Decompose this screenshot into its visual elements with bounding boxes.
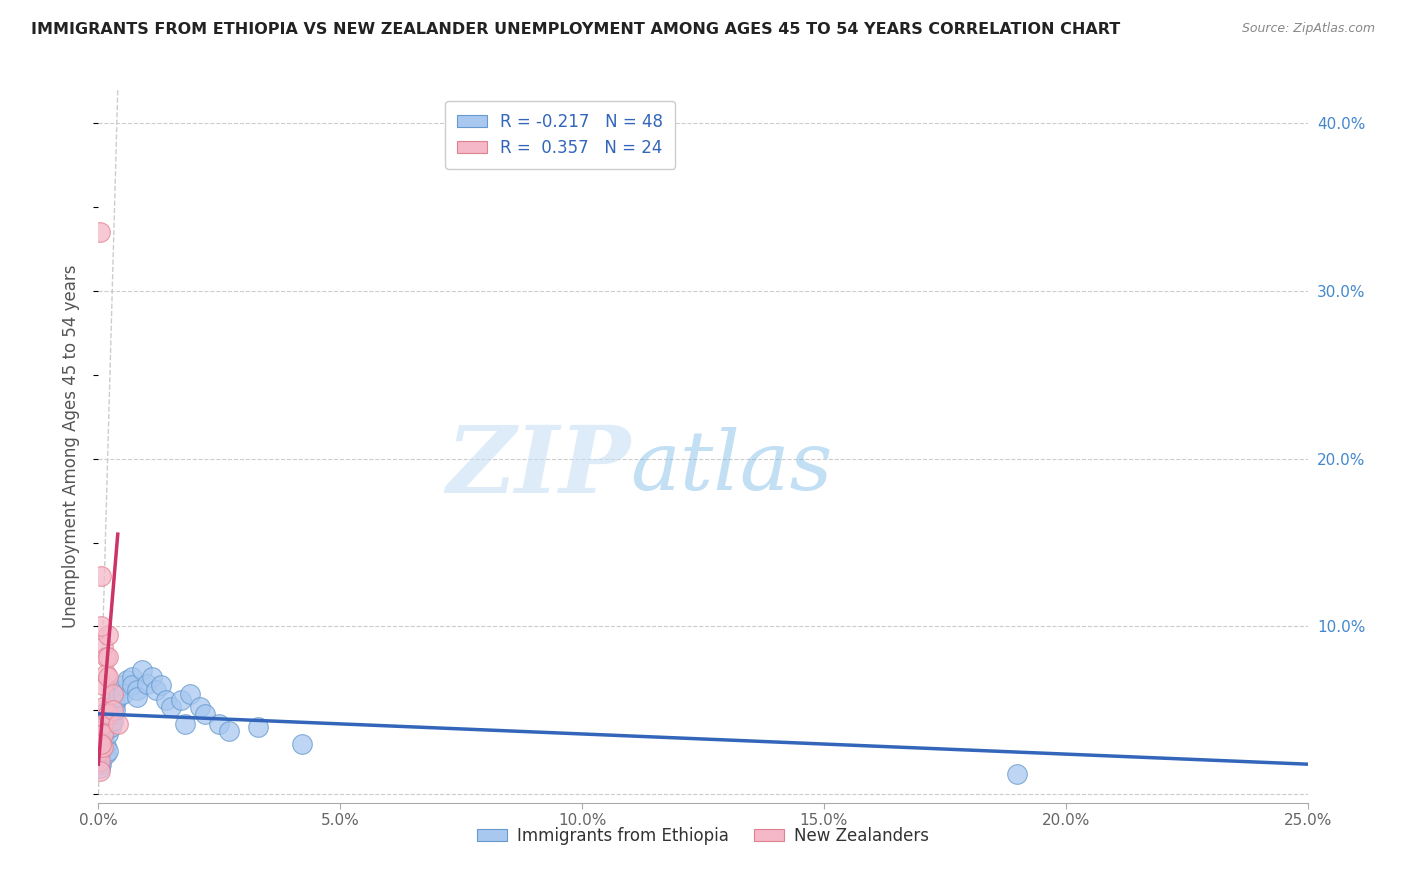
Point <box>90 750 112 764</box>
Point <box>90 740 112 755</box>
Point <box>179 687 201 701</box>
Point <box>218 723 240 738</box>
Point <box>117 673 139 688</box>
Point <box>91 740 114 755</box>
Point <box>107 690 129 704</box>
Point <box>150 678 173 692</box>
Point <box>101 714 124 728</box>
Point <box>100 714 122 728</box>
Point <box>104 697 127 711</box>
Point <box>100 720 122 734</box>
Text: IMMIGRANTS FROM ETHIOPIA VS NEW ZEALANDER UNEMPLOYMENT AMONG AGES 45 TO 54 YEARS: IMMIGRANTS FROM ETHIOPIA VS NEW ZEALANDE… <box>31 22 1121 37</box>
Point <box>97 744 120 758</box>
Point <box>91 717 114 731</box>
Point <box>127 683 149 698</box>
Point <box>97 628 120 642</box>
Point <box>94 666 117 681</box>
Point <box>174 717 197 731</box>
Point <box>91 640 114 654</box>
Text: atlas: atlas <box>630 427 832 508</box>
Point <box>101 706 124 721</box>
Point <box>89 760 111 774</box>
Point <box>90 723 112 738</box>
Point <box>290 737 312 751</box>
Point <box>94 739 117 753</box>
Point <box>155 693 177 707</box>
Point <box>121 670 143 684</box>
Point <box>94 723 117 738</box>
Point <box>188 700 211 714</box>
Point <box>97 706 120 721</box>
Point <box>97 720 120 734</box>
Point <box>89 764 111 778</box>
Point <box>101 703 124 717</box>
Point <box>194 706 217 721</box>
Point <box>104 703 127 717</box>
Point <box>90 569 112 583</box>
Point <box>107 683 129 698</box>
Point <box>121 678 143 692</box>
Point <box>89 225 111 239</box>
Point <box>89 723 111 738</box>
Point <box>101 687 124 701</box>
Point <box>1007 767 1029 781</box>
Point <box>169 693 191 707</box>
Point <box>90 619 112 633</box>
Point <box>135 676 157 690</box>
Point <box>97 649 120 664</box>
Point <box>91 706 114 721</box>
Point <box>111 687 134 701</box>
Point <box>208 717 231 731</box>
Point <box>104 690 127 704</box>
Point <box>89 754 111 768</box>
Point <box>97 670 120 684</box>
Point <box>91 727 114 741</box>
Text: ZIP: ZIP <box>446 423 630 512</box>
Point <box>94 747 117 761</box>
Point <box>90 737 112 751</box>
Point <box>91 737 114 751</box>
Point <box>160 700 183 714</box>
Point <box>89 733 111 747</box>
Point <box>94 649 117 664</box>
Point <box>145 683 167 698</box>
Text: Source: ZipAtlas.com: Source: ZipAtlas.com <box>1241 22 1375 36</box>
Point <box>97 727 120 741</box>
Point <box>89 744 111 758</box>
Point <box>111 678 134 692</box>
Point <box>91 700 114 714</box>
Point <box>107 717 129 731</box>
Point <box>91 678 114 692</box>
Point <box>91 731 114 745</box>
Point <box>127 690 149 704</box>
Point <box>90 757 112 772</box>
Point <box>141 670 163 684</box>
Point <box>131 663 153 677</box>
Y-axis label: Unemployment Among Ages 45 to 54 years: Unemployment Among Ages 45 to 54 years <box>62 264 80 628</box>
Point <box>247 720 270 734</box>
Point <box>101 700 124 714</box>
Legend: Immigrants from Ethiopia, New Zealanders: Immigrants from Ethiopia, New Zealanders <box>471 821 935 852</box>
